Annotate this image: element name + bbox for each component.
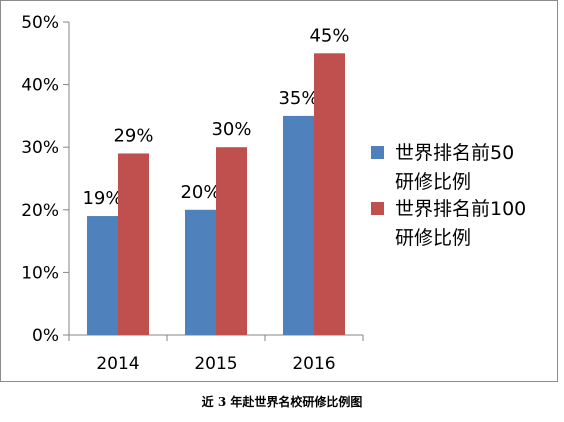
x-tick-label: 2016 [292, 354, 335, 374]
y-tick-label: 0% [32, 326, 59, 346]
y-tick-label: 50% [21, 13, 59, 33]
legend-swatch [371, 146, 384, 159]
y-tick-label: 10% [21, 263, 59, 283]
bar-top50-2014 [87, 216, 118, 335]
legend-label: 世界排名前50 [395, 142, 514, 164]
y-tick-label: 40% [21, 76, 59, 96]
legend-label: 研修比例 [395, 171, 471, 193]
y-tick-label: 30% [21, 138, 59, 158]
legend-swatch [371, 202, 384, 215]
bar-top50-2016 [283, 115, 314, 336]
data-label: 20% [180, 182, 220, 203]
data-label: 30% [211, 119, 251, 140]
data-label: 19% [82, 188, 122, 209]
data-label: 45% [309, 25, 349, 46]
data-label: 35% [278, 88, 318, 109]
bar-top50-2015 [185, 209, 216, 335]
chart-caption: 近 3 年赴世界名校研修比例图 [201, 395, 363, 409]
data-label: 29% [113, 125, 153, 146]
bar-top100-2014 [118, 153, 149, 335]
bar-top100-2016 [314, 53, 345, 336]
legend-label: 世界排名前100 [395, 198, 526, 220]
bar-top100-2015 [216, 147, 247, 335]
x-tick-label: 2015 [194, 354, 237, 374]
legend-label: 研修比例 [395, 227, 471, 249]
bar-chart: 0% 10% 20% 30% 40% 50% 2014 19% 29% 2015 20% 30% 201… [21, 13, 526, 374]
y-tick-label: 20% [21, 201, 59, 221]
x-tick-label: 2014 [96, 354, 139, 374]
